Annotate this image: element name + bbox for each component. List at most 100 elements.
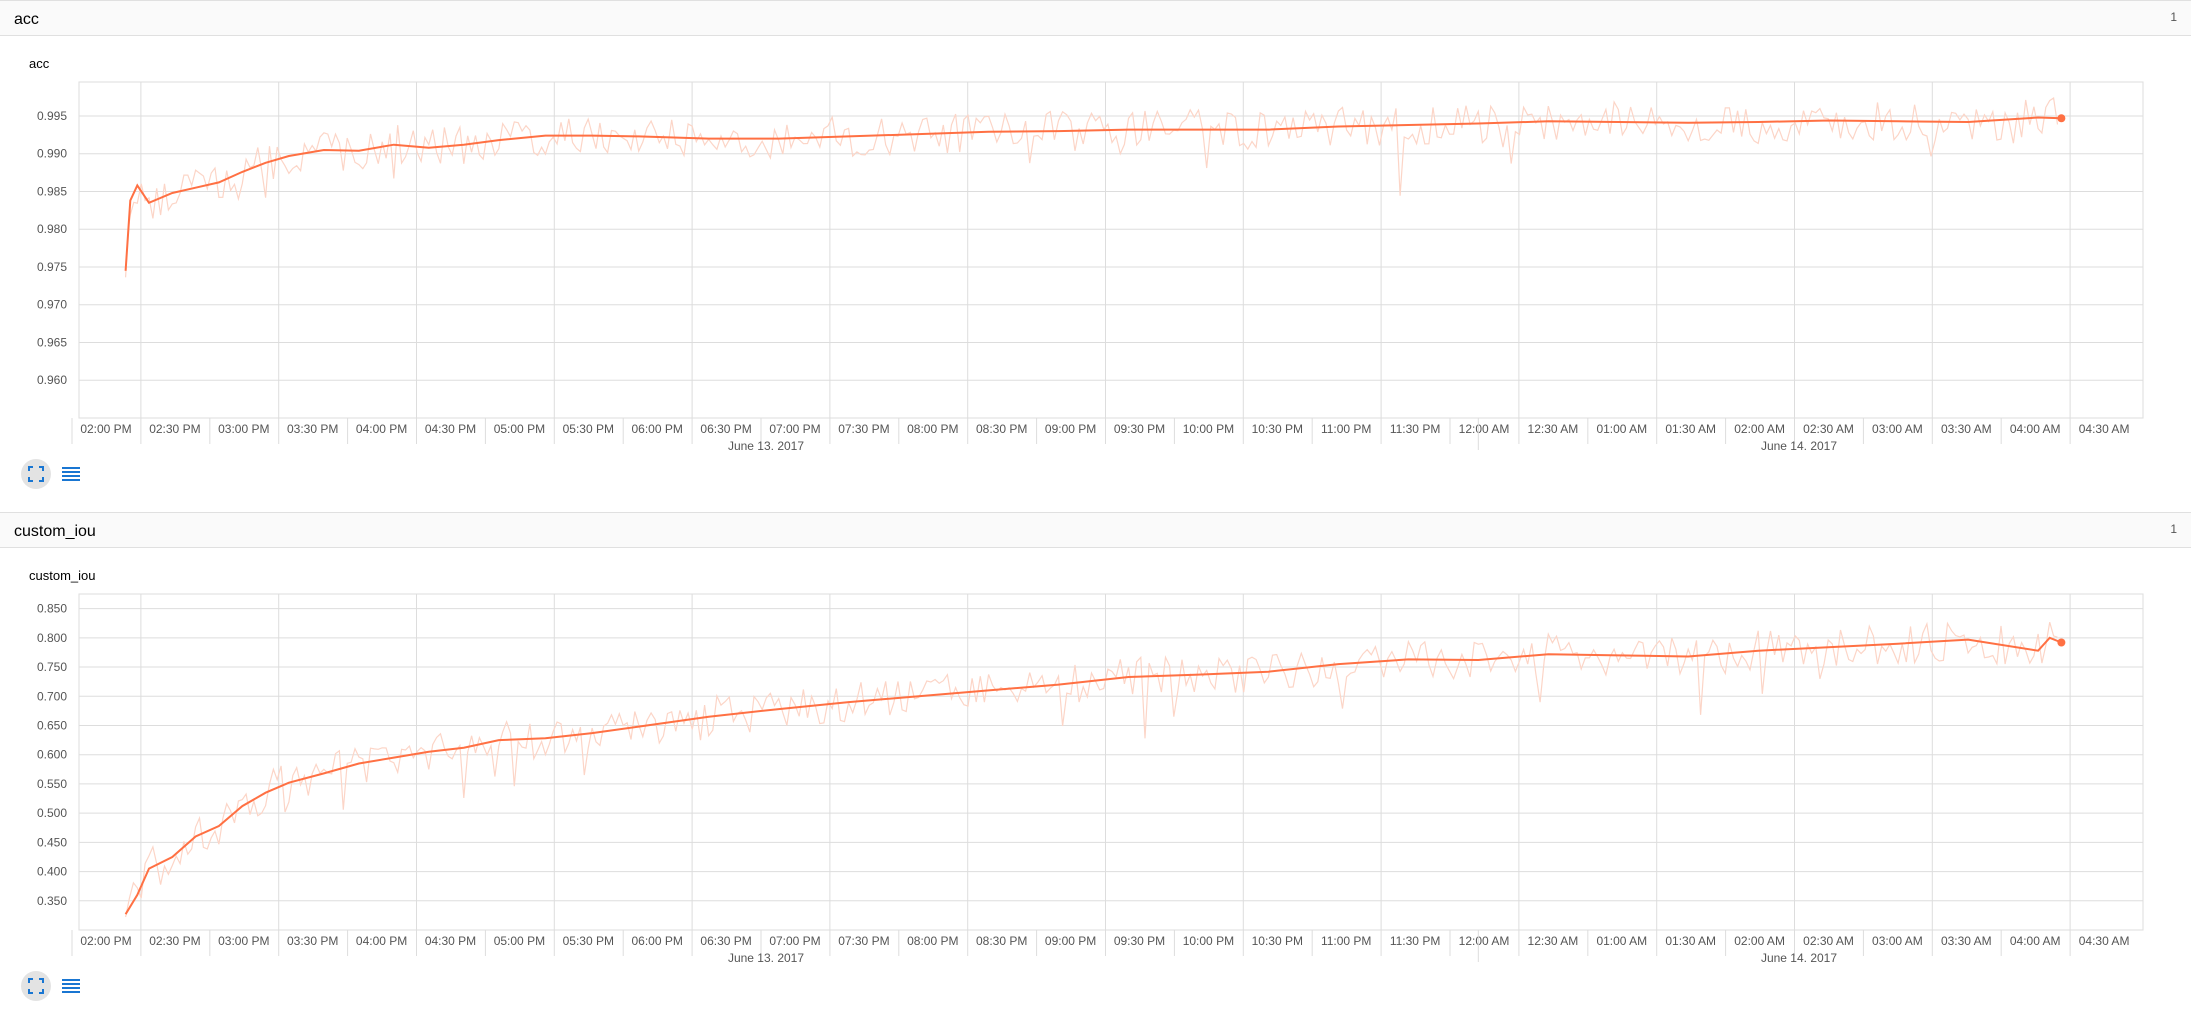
panel-title: custom_iou [14,523,96,540]
x-tick-label: 10:00 PM [1183,422,1234,436]
panel-title: acc [14,11,39,28]
x-tick-label: 07:30 PM [838,422,889,436]
y-tick-label: 0.700 [37,689,67,703]
panel-header[interactable]: custom_iou 1 [0,512,2191,548]
y-tick-label: 0.960 [37,373,67,387]
x-tick-label: 03:30 AM [1941,934,1992,948]
x-tick-label: 09:00 PM [1045,934,1096,948]
x-tick-label: 04:00 AM [2010,422,2061,436]
x-tick-label: 07:00 PM [769,934,820,948]
x-tick-label: 10:30 PM [1252,422,1303,436]
x-tick-label: 09:30 PM [1114,422,1165,436]
custom-iou-panel: custom_iou 1 custom_iou 0.350 0.400 0.450 0… [0,512,2191,1024]
list-icon [62,979,80,993]
expand-chart-button[interactable] [21,459,51,489]
x-tick-label: 06:30 PM [700,422,751,436]
custom-iou-chart[interactable]: 0.350 0.400 0.450 0.500 0.550 0.600 0.650 0.700… [0,512,2191,962]
x-tick-label: 11:00 PM [1321,422,1371,436]
y-tick-label: 0.985 [37,184,67,198]
raw-series-line [125,96,2059,278]
x-tick-label: 05:00 PM [494,934,545,948]
x-tick-label: 05:30 PM [563,934,614,948]
x-tick-label: 10:30 PM [1252,934,1303,948]
fullscreen-icon [28,978,44,994]
show-data-button[interactable] [56,971,86,1001]
x-tick-label: 06:00 PM [632,422,683,436]
x-tick-label: 03:00 AM [1872,934,1923,948]
x-tick-label: 03:30 PM [287,422,338,436]
raw-series-line [125,621,2058,918]
x-tick-label: 04:30 PM [425,422,476,436]
y-tick-label: 0.975 [37,260,67,274]
y-tick-label: 0.750 [37,660,67,674]
panel-chart-count: 1 [2170,522,2177,536]
x-tick-label: 05:30 PM [563,422,614,436]
x-tick-label: 02:00 AM [1734,422,1785,436]
panel-header[interactable]: acc 1 [0,0,2191,36]
panel-chart-count: 1 [2170,10,2177,24]
y-tick-label: 0.850 [37,602,67,616]
last-point-marker [2057,638,2066,647]
smoothed-series-line [124,636,2062,915]
x-tick-label: 04:30 PM [425,934,476,948]
date-label: June 14, 2017 [1761,439,1837,450]
x-tick-label: 11:00 PM [1321,934,1371,948]
y-tick-label: 0.600 [37,748,67,762]
last-point-marker [2057,114,2066,123]
x-tick-label: 10:00 PM [1183,934,1234,948]
x-tick-label: 12:30 AM [1528,422,1579,436]
date-label: June 14, 2017 [1761,951,1837,962]
x-tick-label: 12:00 AM [1459,934,1510,948]
y-tick-label: 0.970 [37,298,67,312]
x-tick-label: 07:00 PM [769,422,820,436]
x-tick-label: 03:00 PM [218,422,269,436]
acc-chart[interactable]: 0.960 0.965 0.970 0.975 0.980 0.985 0.990 0.995… [0,0,2191,450]
x-tick-label: 02:00 AM [1734,934,1785,948]
x-tick-label: 02:30 PM [149,934,200,948]
x-tick-label: 12:30 AM [1528,934,1579,948]
chart-title: custom_iou [29,568,96,583]
date-label: June 13, 2017 [728,951,804,962]
x-tick-label: 01:30 AM [1665,934,1716,948]
expand-chart-button[interactable] [21,971,51,1001]
x-tick-label: 12:00 AM [1459,422,1510,436]
x-tick-label: 01:30 AM [1665,422,1716,436]
x-tick-label: 04:30 AM [2079,934,2130,948]
x-tick-label: 08:00 PM [907,422,958,436]
x-tick-label: 11:30 PM [1390,422,1440,436]
y-tick-label: 0.990 [37,147,67,161]
chart-title: acc [29,56,50,71]
x-tick-label: 09:30 PM [1114,934,1165,948]
y-tick-label: 0.500 [37,806,67,820]
y-tick-label: 0.965 [37,335,67,349]
x-tick-label: 04:00 AM [2010,934,2061,948]
x-tick-label: 08:00 PM [907,934,958,948]
x-tick-label: 01:00 AM [1596,934,1647,948]
x-tick-label: 05:00 PM [494,422,545,436]
x-tick-label: 02:30 PM [149,422,200,436]
x-tick-label: 07:30 PM [838,934,889,948]
x-tick-label: 02:30 AM [1803,934,1854,948]
y-tick-label: 0.450 [37,835,67,849]
date-label: June 13, 2017 [728,439,804,450]
x-tick-label: 04:00 PM [356,422,407,436]
list-icon [62,467,80,481]
x-tick-label: 02:00 PM [80,934,131,948]
y-tick-label: 0.995 [37,109,67,123]
x-tick-label: 03:00 PM [218,934,269,948]
x-tick-label: 01:00 AM [1596,422,1647,436]
x-tick-label: 02:30 AM [1803,422,1854,436]
y-tick-label: 0.980 [37,222,67,236]
plot-frame [78,593,2144,931]
show-data-button[interactable] [56,459,86,489]
y-tick-label: 0.650 [37,718,67,732]
x-tick-label: 09:00 PM [1045,422,1096,436]
x-tick-label: 03:30 PM [287,934,338,948]
x-tick-label: 06:30 PM [700,934,751,948]
y-tick-label: 0.350 [37,894,67,908]
y-tick-label: 0.400 [37,865,67,879]
y-tick-label: 0.800 [37,631,67,645]
x-tick-label: 02:00 PM [80,422,131,436]
x-tick-label: 04:30 AM [2079,422,2130,436]
smoothed-series-line [124,116,2062,271]
